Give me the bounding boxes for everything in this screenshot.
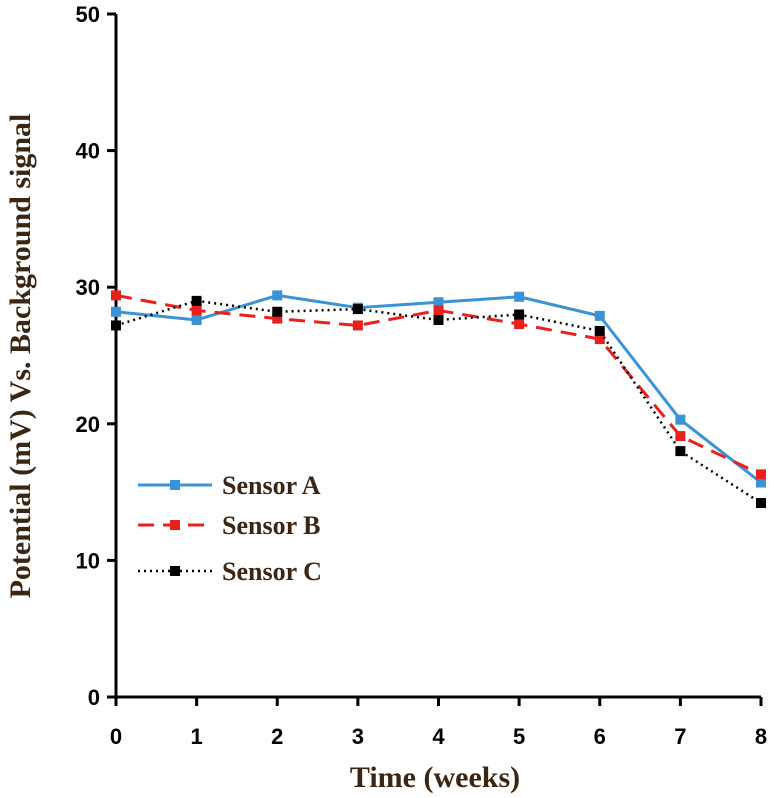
data-point: [675, 414, 686, 425]
data-point: [111, 320, 121, 331]
data-point: [352, 304, 363, 315]
x-tick-label: 8: [755, 724, 767, 749]
data-point: [272, 313, 283, 324]
data-point: [111, 290, 121, 301]
data-point: [514, 309, 525, 320]
x-tick-label: 2: [271, 724, 283, 749]
y-tick-label: 20: [76, 412, 100, 437]
x-tick-label: 6: [594, 724, 606, 749]
x-tick-label: 1: [191, 724, 203, 749]
x-axis-title: Time (weeks): [350, 761, 520, 794]
data-point: [272, 306, 283, 317]
y-tick-label: 30: [76, 275, 100, 300]
data-point: [272, 290, 283, 301]
y-tick-label: 0: [88, 685, 100, 710]
data-point: [594, 325, 605, 336]
y-axis-title: Potential (mV) Vs. Background signal: [4, 114, 37, 599]
legend-label: Sensor B: [222, 511, 321, 540]
axes: [114, 14, 761, 699]
data-point: [675, 431, 686, 442]
data-point: [433, 305, 444, 316]
x-tick-label: 5: [513, 724, 525, 749]
legend-item: Sensor C: [138, 557, 322, 586]
legend-marker: [170, 566, 180, 576]
x-tick-label: 0: [110, 724, 122, 749]
legend: Sensor A Sensor B Sensor C: [138, 471, 322, 586]
x-axis-ticks: 0 1 2 3 4 5 6 7 8: [110, 697, 767, 749]
y-tick-label: 10: [76, 548, 100, 573]
legend-marker: [170, 480, 180, 490]
x-tick-label: 3: [352, 724, 364, 749]
y-tick-label: 50: [76, 2, 100, 27]
data-point: [594, 334, 605, 345]
series-sensor-b: [111, 290, 766, 480]
data-point: [352, 320, 363, 331]
data-point: [111, 306, 121, 317]
y-axis-ticks: 0 10 20 30 40 50: [76, 2, 116, 710]
legend-label: Sensor C: [222, 557, 322, 586]
data-point: [756, 498, 766, 509]
data-point: [191, 305, 202, 316]
data-point: [433, 314, 444, 325]
series-layer: [111, 290, 766, 509]
data-point: [191, 314, 202, 325]
legend-item: Sensor B: [138, 511, 321, 540]
y-tick-label: 40: [76, 139, 100, 164]
data-point: [594, 310, 605, 321]
legend-label: Sensor A: [222, 471, 321, 500]
data-point: [433, 297, 444, 308]
data-point: [675, 446, 686, 457]
data-point: [756, 477, 766, 488]
data-point: [514, 319, 525, 330]
data-point: [191, 295, 202, 306]
series-sensor-c: [111, 295, 766, 509]
legend-item: Sensor A: [138, 471, 321, 500]
legend-marker: [170, 520, 180, 530]
series-line: [115, 299, 762, 505]
data-point: [756, 469, 766, 480]
x-tick-label: 7: [674, 724, 686, 749]
x-tick-label: 4: [432, 724, 445, 749]
data-point: [514, 291, 525, 302]
